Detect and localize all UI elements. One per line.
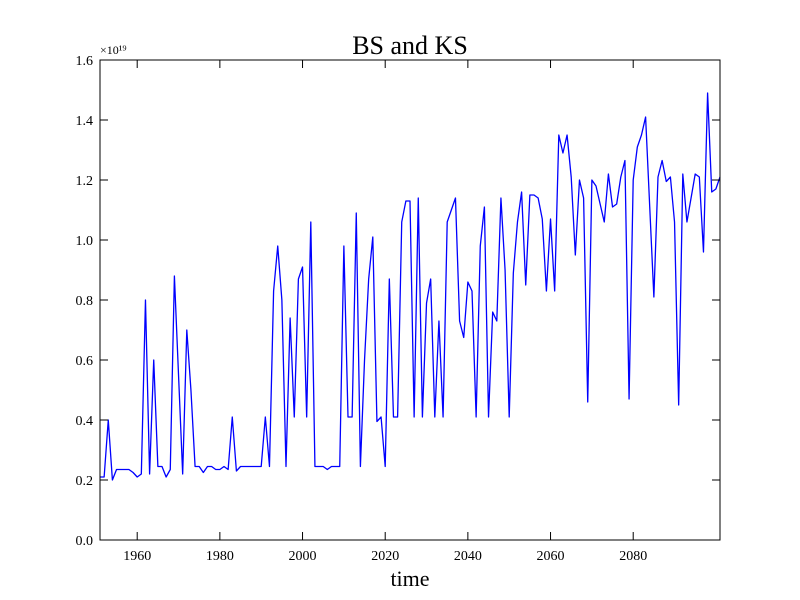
x-tick-label: 2080 [619, 549, 647, 564]
x-tick-label: 1960 [123, 549, 151, 564]
y-offset-text: ×10¹⁹ [100, 43, 127, 57]
x-tick-label: 2040 [454, 549, 482, 564]
x-tick-label: 2020 [371, 549, 399, 564]
y-tick-label: 1.0 [76, 234, 94, 249]
y-tick-label: 0.4 [76, 414, 94, 429]
y-tick-label: 0.0 [76, 534, 94, 549]
y-tick-label: 1.6 [76, 54, 94, 69]
y-tick-label: 0.6 [76, 354, 94, 369]
y-tick-label: 0.2 [76, 474, 94, 489]
x-tick-label: 2000 [289, 549, 317, 564]
y-tick-label: 1.2 [76, 174, 94, 189]
y-tick-label: 1.4 [76, 114, 94, 129]
y-tick-label: 0.8 [76, 294, 94, 309]
x-axis-label: time [390, 566, 429, 591]
data-line [100, 92, 721, 481]
x-tick-label: 2060 [537, 549, 565, 564]
chart-title: BS and KS [352, 31, 468, 60]
x-tick-label: 1980 [206, 549, 234, 564]
